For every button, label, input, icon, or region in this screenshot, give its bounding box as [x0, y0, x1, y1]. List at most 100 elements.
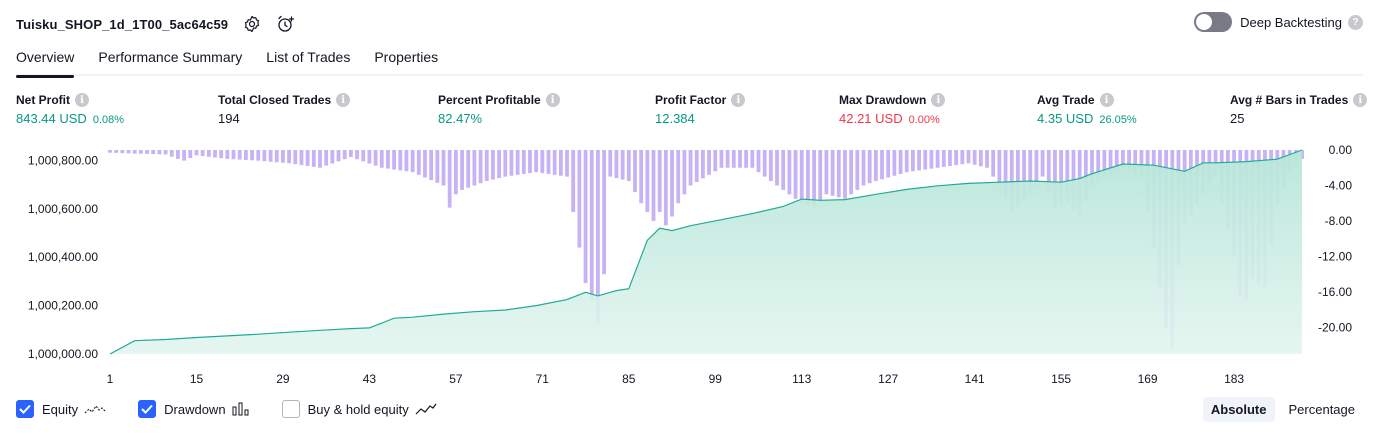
- info-icon[interactable]: i: [75, 93, 89, 107]
- drawdown-bar: [873, 150, 878, 182]
- drawdown-bar: [750, 150, 755, 168]
- metric-net-profit: Net Profit i 843.44 USD 0.08%: [16, 93, 124, 126]
- info-icon[interactable]: i: [1353, 93, 1368, 107]
- drawdown-checkbox[interactable]: [138, 400, 157, 418]
- metric-value: 12.384: [655, 111, 695, 126]
- metric-percent: 0.00%: [908, 114, 940, 126]
- drawdown-bar: [806, 150, 810, 206]
- drawdown-bar: [361, 150, 366, 162]
- absolute-mode-button[interactable]: Absolute: [1202, 397, 1275, 422]
- drawdown-bar: [373, 150, 378, 166]
- x-axis-tick: 1: [107, 372, 114, 386]
- add-alert-clock-icon[interactable]: [276, 14, 296, 34]
- drawdown-bar: [812, 150, 816, 208]
- equity-drawdown-chart[interactable]: 1,000,800.00 1,000,600.00 1,000,400.00 1,00…: [0, 140, 1379, 390]
- drawdown-bar: [719, 150, 724, 168]
- x-axis-tick: 71: [536, 372, 550, 386]
- drawdown-bar: [293, 150, 298, 165]
- info-icon[interactable]: i: [336, 93, 351, 107]
- info-icon[interactable]: i: [1099, 93, 1114, 107]
- drawdown-bar: [1090, 150, 1094, 186]
- right-axis: 0.00 -4.00 -8.00 -12.00 -16.00 -20.00: [1318, 143, 1352, 334]
- x-axis-tick: 99: [709, 372, 723, 386]
- drawdown-bar: [250, 150, 254, 161]
- equity-checkbox[interactable]: [16, 400, 34, 418]
- legend-drawdown[interactable]: Drawdown: [138, 400, 249, 418]
- info-icon[interactable]: i: [731, 93, 746, 107]
- drawdown-bar: [1120, 150, 1125, 168]
- drawdown-bar: [145, 150, 149, 154]
- drawdown-bar: [447, 150, 452, 208]
- metric-max-drawdown: Max Drawdown i 42.21 USD 0.00%: [839, 93, 946, 126]
- drawdown-bar: [206, 150, 211, 157]
- drawdown-bar: [596, 150, 600, 323]
- deep-backtesting-label: Deep Backtesting: [1240, 14, 1342, 30]
- metric-label: Profit Factor: [655, 93, 727, 107]
- drawdown-bar: [429, 150, 434, 181]
- drawdown-bar: [484, 150, 489, 182]
- settings-gear-icon[interactable]: [242, 14, 262, 34]
- metric-label: Avg # Bars in Trades: [1230, 93, 1349, 107]
- buy-hold-checkbox[interactable]: [281, 400, 300, 418]
- drawdown-bar: [793, 150, 798, 199]
- drawdown-bar: [386, 150, 390, 169]
- drawdown-bar: [1139, 150, 1144, 177]
- drawdown-bar: [1053, 150, 1057, 208]
- tab-overview[interactable]: Overview: [16, 44, 75, 78]
- tab-list-of-trades[interactable]: List of Trades: [266, 49, 351, 65]
- right-axis-tick: -4.00: [1325, 179, 1353, 193]
- info-icon[interactable]: i: [931, 93, 946, 107]
- deep-backtesting-toggle[interactable]: [1194, 12, 1233, 32]
- toggle-knob: [1196, 14, 1213, 30]
- drawdown-bar: [126, 150, 131, 154]
- legend-buy-hold[interactable]: Buy & hold equity: [281, 400, 437, 418]
- drawdown-bar: [268, 150, 273, 162]
- x-axis-tick: 127: [878, 372, 898, 386]
- help-question-icon[interactable]: ?: [1348, 14, 1363, 30]
- drawdown-bar: [1009, 150, 1014, 213]
- drawdown-bar: [738, 150, 742, 168]
- drawdown-bar: [1114, 150, 1119, 172]
- metric-value: 843.44 USD: [16, 111, 87, 126]
- drawdown-bar: [1003, 150, 1008, 199]
- metric-label: Net Profit: [16, 93, 70, 107]
- drawdown-bar: [1096, 150, 1101, 182]
- drawdown-bar: [898, 150, 903, 174]
- drawdown-bar: [472, 150, 477, 186]
- drawdown-bar: [892, 150, 897, 176]
- metric-value: 194: [218, 111, 240, 126]
- drawdown-bar: [849, 150, 854, 195]
- drawdown-bar: [453, 150, 458, 195]
- metric-percent: 26.05%: [1099, 114, 1137, 126]
- drawdown-bar: [534, 150, 539, 173]
- drawdown-bar: [348, 150, 353, 158]
- metric-label: Total Closed Trades: [218, 93, 332, 107]
- right-axis-tick: -12.00: [1318, 249, 1352, 263]
- drawdown-bar: [707, 150, 711, 175]
- percentage-mode-button[interactable]: Percentage: [1288, 402, 1356, 417]
- x-axis-tick: 57: [449, 372, 463, 386]
- drawdown-bar: [237, 150, 242, 160]
- drawdown-bar: [176, 150, 180, 159]
- drawdown-bar: [194, 150, 199, 156]
- drawdown-bar: [799, 150, 804, 204]
- drawdown-bar: [318, 150, 322, 168]
- drawdown-bar: [441, 150, 446, 186]
- drawdown-bar: [954, 150, 959, 166]
- tab-performance-summary[interactable]: Performance Summary: [98, 49, 243, 65]
- metric-percent: 0.08%: [92, 114, 125, 126]
- drawdown-bar: [602, 150, 606, 275]
- tab-properties[interactable]: Properties: [374, 49, 439, 65]
- drawdown-bar: [917, 150, 921, 171]
- drawdown-bar: [978, 150, 983, 167]
- x-axis-tick: 155: [1051, 372, 1071, 386]
- drawdown-bar: [225, 150, 230, 159]
- metric-avg-bars: Avg # Bars in Trades i 25: [1230, 93, 1368, 126]
- drawdown-bar: [262, 150, 267, 162]
- drawdown-bar: [688, 150, 693, 186]
- legend-equity[interactable]: Equity: [16, 400, 106, 418]
- drawdown-bar: [219, 150, 224, 159]
- x-axis-tick: 169: [1138, 372, 1158, 386]
- drawdown-bar: [379, 150, 384, 168]
- info-icon[interactable]: i: [545, 93, 560, 107]
